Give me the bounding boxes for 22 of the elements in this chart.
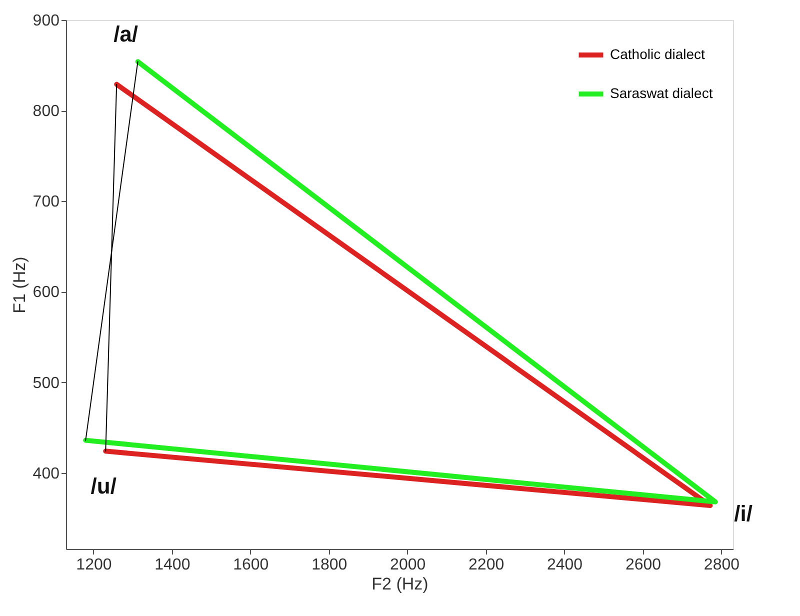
x-tick-label: 2400 (546, 556, 583, 574)
legend-label: Saraswat dialect (610, 85, 713, 101)
x-axis-title: F2 (Hz) (372, 574, 428, 594)
x-tick-label: 1800 (312, 556, 348, 574)
annotation: /u/ (90, 473, 116, 498)
x-tick-label: 1600 (233, 556, 269, 574)
x-tick-label: 1200 (76, 556, 112, 574)
annotation: /a/ (114, 22, 138, 47)
annotation: /i/ (734, 500, 753, 526)
y-tick-label: 400 (32, 465, 60, 482)
x-tick-label: 1400 (154, 556, 190, 574)
y-tick-label: 800 (32, 103, 60, 120)
x-tick-label: 2600 (625, 556, 662, 574)
x-tick-label: 2200 (468, 556, 504, 574)
y-tick-label: 500 (32, 374, 60, 392)
x-tick-label: 2800 (704, 556, 740, 574)
y-tick-label: 600 (32, 284, 60, 302)
x-tick-label: 2000 (390, 556, 426, 574)
y-axis-title: F1 (Hz) (10, 256, 29, 314)
y-tick-label: 700 (32, 194, 60, 211)
y-tick-label: 900 (32, 12, 60, 30)
legend-label: Catholic dialect (610, 46, 706, 62)
